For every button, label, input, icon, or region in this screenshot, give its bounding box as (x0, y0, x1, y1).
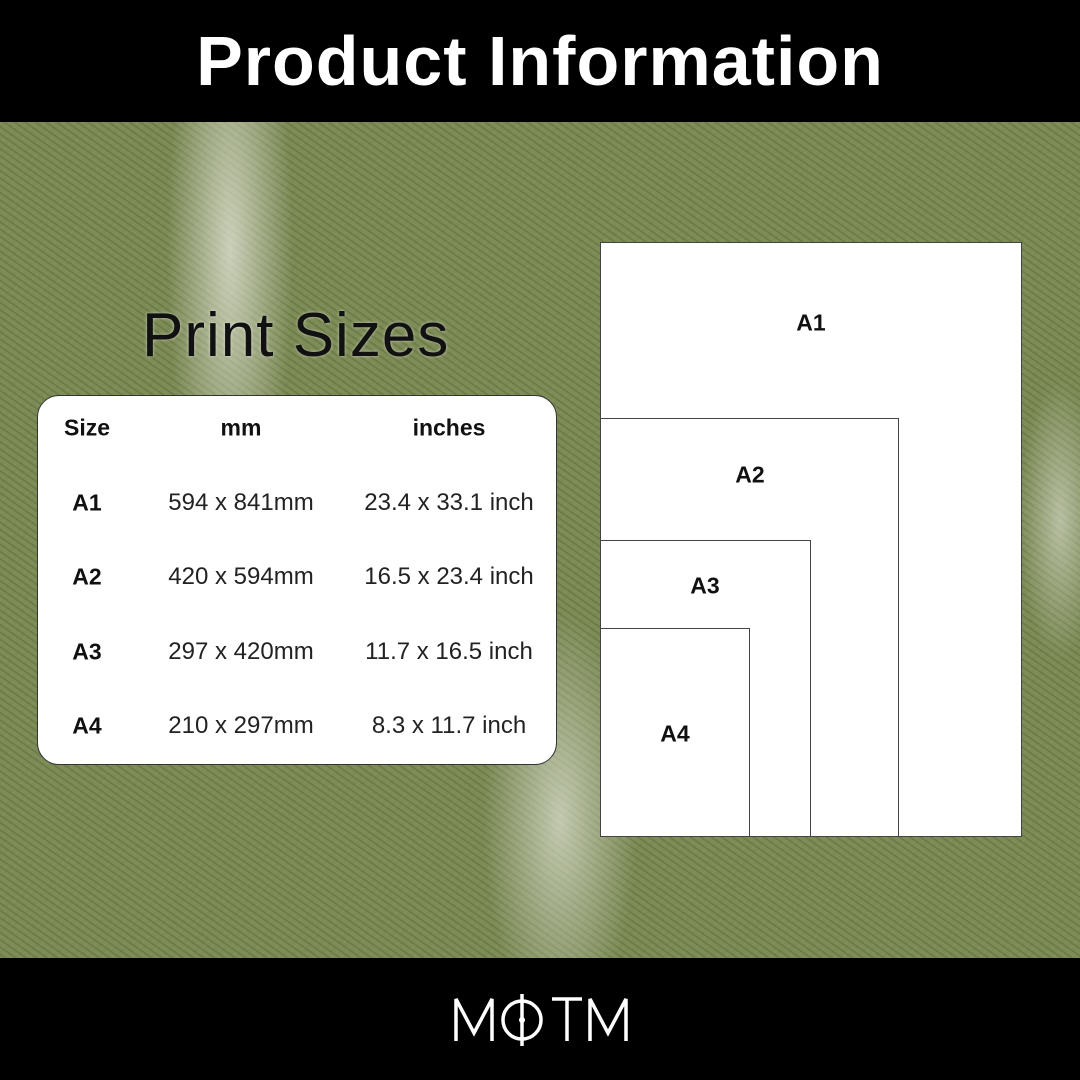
paper-label-a4: A4 (660, 720, 690, 747)
row-mm: 420 x 594mm (168, 563, 314, 590)
row-size: A2 (72, 563, 102, 590)
row-mm: 297 x 420mm (168, 638, 314, 665)
footer-bar (0, 958, 1080, 1080)
column-header-mm: mm (220, 414, 262, 441)
row-inches: 11.7 x 16.5 inch (365, 638, 533, 665)
paper-label-a3: A3 (690, 572, 720, 599)
row-size: A4 (72, 712, 102, 739)
paper-label-a1: A1 (796, 309, 826, 336)
row-inches: 23.4 x 33.1 inch (364, 489, 534, 516)
paper-a4 (600, 628, 750, 837)
row-mm: 594 x 841mm (168, 489, 314, 516)
row-inches: 16.5 x 23.4 inch (364, 563, 534, 590)
motm-logo (450, 989, 630, 1049)
page-title: Product Information (196, 22, 884, 100)
row-inches: 8.3 x 11.7 inch (371, 712, 527, 739)
row-size: A3 (72, 638, 102, 665)
row-mm: 210 x 297mm (168, 712, 314, 739)
size-table: Size mm inches A1 594 x 841mm 23.4 x 33.… (37, 395, 557, 765)
column-header-size: Size (63, 414, 111, 441)
column-header-inches: inches (412, 414, 486, 441)
header-bar: Product Information (0, 0, 1080, 122)
paper-label-a2: A2 (735, 461, 765, 488)
motm-logo-mark (454, 994, 628, 1046)
print-sizes-heading: Print Sizes (142, 301, 450, 370)
row-size: A1 (72, 489, 102, 516)
